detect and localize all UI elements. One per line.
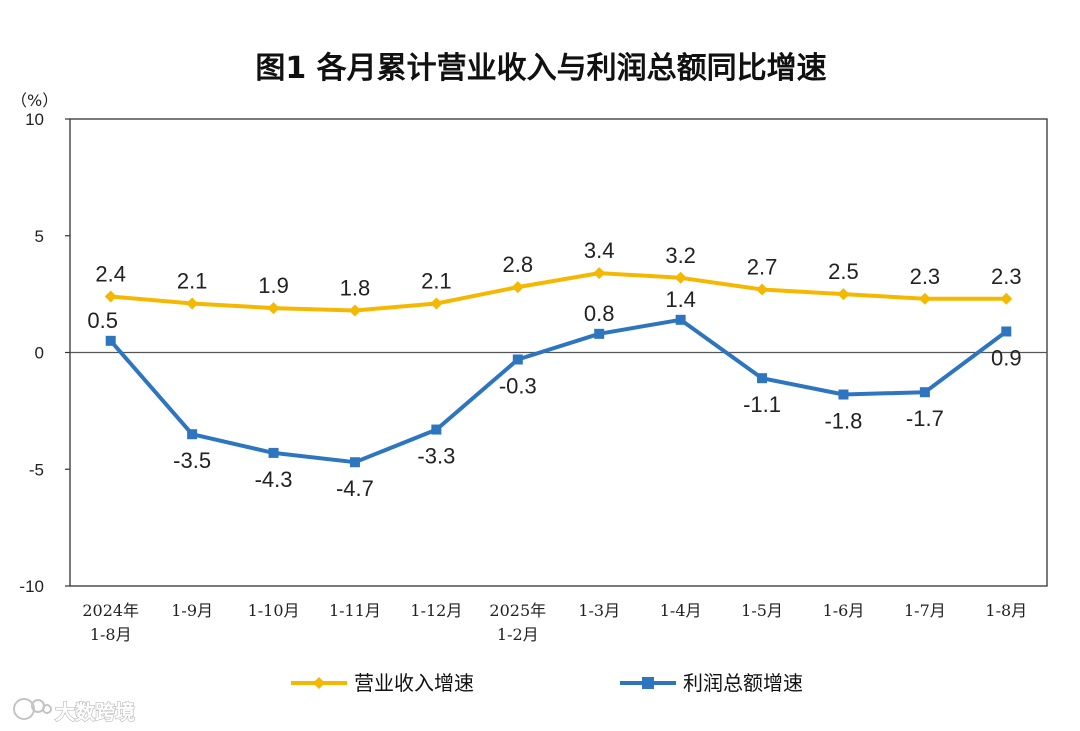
point-marker-profit (349, 457, 360, 468)
data-label-profit: -0.3 (499, 374, 537, 399)
watermark-logo-icon (13, 698, 52, 720)
point-marker-profit (675, 314, 686, 325)
data-label-profit: 0.5 (87, 308, 118, 333)
x-tick-label: 1-6月 (823, 601, 865, 620)
y-tick-label: 0 (35, 344, 44, 363)
data-label-profit: -3.3 (417, 444, 455, 469)
data-label-revenue: 1.8 (340, 275, 371, 300)
data-label-profit: -4.7 (336, 476, 374, 501)
data-label-profit: 0.9 (991, 345, 1022, 370)
x-tick-label: 1-10月 (248, 601, 300, 620)
data-label-profit: -1.8 (824, 409, 862, 434)
point-marker-profit (431, 424, 442, 435)
x-tick-label: 1-12月 (410, 601, 462, 620)
series-line-revenue (108, 271, 1009, 313)
data-labels: 2.4 2.1 1.9 1.8 2.1 2.8 3.4 3.2 2.7 2.5 2.3 2.3 0.5 -… (87, 238, 1021, 501)
data-label-profit: -3.5 (173, 448, 211, 473)
point-marker-profit (512, 354, 523, 365)
data-label-profit: 0.8 (584, 301, 615, 326)
data-label-revenue: 3.4 (584, 238, 615, 263)
data-label-profit: -1.7 (906, 406, 944, 431)
series-line-profit (108, 317, 1009, 465)
data-label-revenue: 2.3 (910, 264, 941, 289)
y-axis-ticks: 10 5 0 -5 -10 (19, 110, 70, 596)
data-label-revenue: 2.1 (177, 268, 208, 293)
legend: 营业收入增速 利润总额增速 (291, 671, 803, 695)
data-label-revenue: 2.8 (502, 252, 533, 277)
data-label-revenue: 2.4 (95, 261, 126, 286)
point-marker-revenue (837, 288, 850, 301)
x-tick-label: 2025年 (489, 601, 546, 620)
point-marker-profit (594, 328, 605, 339)
watermark: 大数跨境 (13, 698, 136, 725)
point-marker-revenue (186, 297, 199, 310)
y-tick-label: 10 (25, 110, 44, 129)
data-label-profit: -1.1 (743, 392, 781, 417)
y-tick-label: -10 (19, 577, 44, 596)
point-marker-revenue (674, 271, 687, 284)
legend-item-revenue: 营业收入增速 (291, 671, 474, 695)
x-tick-label: 1-3月 (578, 601, 620, 620)
chart-title: 图1 各月累计营业收入与利润总额同比增速 (255, 51, 826, 86)
x-tick-label: 1-8月 (90, 625, 132, 644)
legend-square-marker (642, 677, 654, 689)
data-label-revenue: 2.3 (991, 264, 1022, 289)
point-marker-revenue (1000, 292, 1013, 305)
legend-diamond-marker (313, 677, 325, 689)
x-tick-label: 1-5月 (741, 601, 783, 620)
point-marker-revenue (430, 297, 443, 310)
point-marker-revenue (593, 267, 606, 280)
data-label-revenue: 2.7 (747, 254, 778, 279)
x-axis-ticks: 2024年 1-8月 1-9月 1-10月 1-11月 1-12月 2025年 1-2月 1-3… (82, 601, 1027, 644)
y-tick-label: -5 (29, 460, 44, 479)
point-marker-revenue (104, 290, 117, 303)
point-marker-profit (1001, 326, 1012, 337)
point-marker-profit (838, 389, 849, 400)
point-marker-profit (187, 429, 198, 440)
x-tick-label: 1-7月 (904, 601, 946, 620)
data-label-revenue: 1.9 (258, 273, 289, 298)
watermark-text: 大数跨境 (55, 700, 135, 724)
point-marker-revenue (267, 302, 280, 315)
y-tick-label: 5 (35, 227, 44, 246)
point-marker-profit (919, 387, 930, 398)
data-label-revenue: 3.2 (665, 243, 696, 268)
data-label-revenue: 2.5 (828, 259, 859, 284)
x-tick-label: 1-9月 (171, 601, 213, 620)
data-label-revenue: 2.1 (421, 268, 452, 293)
x-tick-label: 1-8月 (985, 601, 1027, 620)
x-tick-label: 2024年 (82, 601, 139, 620)
point-marker-profit (757, 373, 768, 384)
point-marker-revenue (511, 281, 524, 294)
point-marker-revenue (918, 292, 931, 305)
point-marker-revenue (756, 283, 769, 296)
x-tick-label: 1-2月 (497, 625, 539, 644)
series-group (104, 267, 1013, 468)
x-tick-label: 1-11月 (329, 601, 381, 620)
data-label-profit: 1.4 (665, 287, 696, 312)
legend-label-profit: 利润总额增速 (683, 671, 803, 695)
point-marker-revenue (348, 304, 361, 317)
legend-item-profit: 利润总额增速 (620, 671, 803, 695)
legend-label-revenue: 营业收入增速 (354, 671, 474, 695)
y-axis-unit-label: （%） (11, 91, 58, 110)
data-label-profit: -4.3 (255, 467, 293, 492)
point-marker-profit (268, 447, 279, 458)
x-tick-label: 1-4月 (660, 601, 702, 620)
point-marker-profit (105, 335, 116, 346)
